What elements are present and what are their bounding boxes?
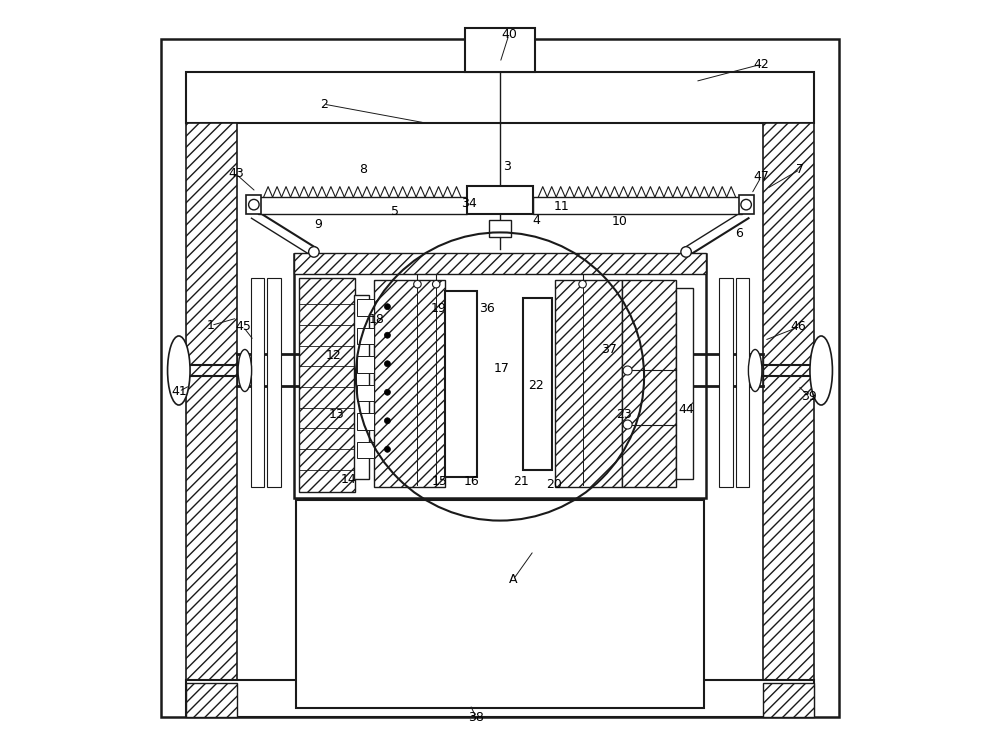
Circle shape [414,280,421,288]
Text: 16: 16 [464,475,479,488]
Bar [294,253,706,274]
Bar [267,278,281,487]
Bar [251,278,264,487]
Text: 41: 41 [171,385,187,398]
Bar [465,28,535,72]
Circle shape [384,304,390,310]
Ellipse shape [810,336,832,405]
Text: 45: 45 [235,321,251,333]
Bar [719,278,733,487]
Circle shape [309,246,319,257]
Bar [186,122,237,682]
Text: 39: 39 [801,390,817,403]
Bar [294,254,706,498]
Text: 20: 20 [546,478,562,491]
Bar [186,683,237,717]
Circle shape [384,361,390,367]
Text: 3: 3 [504,160,511,173]
Bar [467,186,533,215]
Text: 47: 47 [753,170,769,184]
Circle shape [623,420,632,429]
Bar [239,361,261,380]
Bar [533,197,742,214]
Bar [357,442,374,458]
Text: 44: 44 [678,403,694,416]
Bar [739,195,754,215]
Bar [555,280,622,487]
Text: 15: 15 [432,475,448,488]
Text: A: A [509,572,518,586]
Bar [736,278,749,487]
Text: 23: 23 [616,407,632,420]
Text: 6: 6 [735,228,743,240]
Bar [676,288,693,479]
Text: 14: 14 [341,472,356,486]
Text: 40: 40 [501,28,517,41]
Circle shape [432,280,440,288]
Text: 34: 34 [461,197,476,210]
Text: 11: 11 [554,200,569,213]
Bar [354,296,369,479]
Ellipse shape [748,349,762,392]
Text: 36: 36 [479,302,494,315]
Bar [763,122,814,682]
Text: 7: 7 [796,163,804,176]
Bar [523,299,552,469]
Text: 8: 8 [359,163,367,176]
Bar [622,280,676,487]
Text: 18: 18 [368,313,384,326]
Text: 21: 21 [513,475,529,488]
Ellipse shape [238,349,252,392]
Text: 46: 46 [791,321,807,333]
Text: 2: 2 [320,98,328,110]
Bar [357,356,374,373]
Circle shape [384,446,390,452]
Bar [357,299,374,316]
Bar [246,195,261,215]
Text: 43: 43 [228,167,244,181]
Circle shape [623,366,632,375]
Text: 38: 38 [468,711,484,723]
Bar [357,327,374,344]
Bar [258,197,467,214]
Circle shape [384,332,390,338]
Text: 13: 13 [329,407,344,420]
Text: 5: 5 [391,205,399,218]
Text: 4: 4 [532,214,540,227]
Text: 12: 12 [326,349,341,362]
Bar [186,72,814,122]
Bar [374,280,445,487]
Circle shape [741,200,751,210]
Bar [299,278,355,492]
Circle shape [579,280,586,288]
Text: 10: 10 [612,215,628,228]
Text: 22: 22 [528,379,544,392]
Circle shape [681,246,691,257]
Text: 1: 1 [207,319,215,332]
Bar [489,221,511,237]
Text: 37: 37 [601,343,617,356]
Circle shape [249,200,259,210]
Ellipse shape [168,336,190,405]
Text: 17: 17 [494,362,509,376]
Bar [445,291,477,477]
Circle shape [384,389,390,395]
Bar [186,680,814,717]
Text: 42: 42 [753,57,769,71]
Text: 9: 9 [314,218,322,231]
Bar [357,414,374,429]
Bar [739,361,761,380]
Circle shape [384,418,390,424]
Bar [296,500,704,708]
Bar [357,385,374,401]
Text: 19: 19 [431,302,446,315]
Bar [763,683,814,717]
